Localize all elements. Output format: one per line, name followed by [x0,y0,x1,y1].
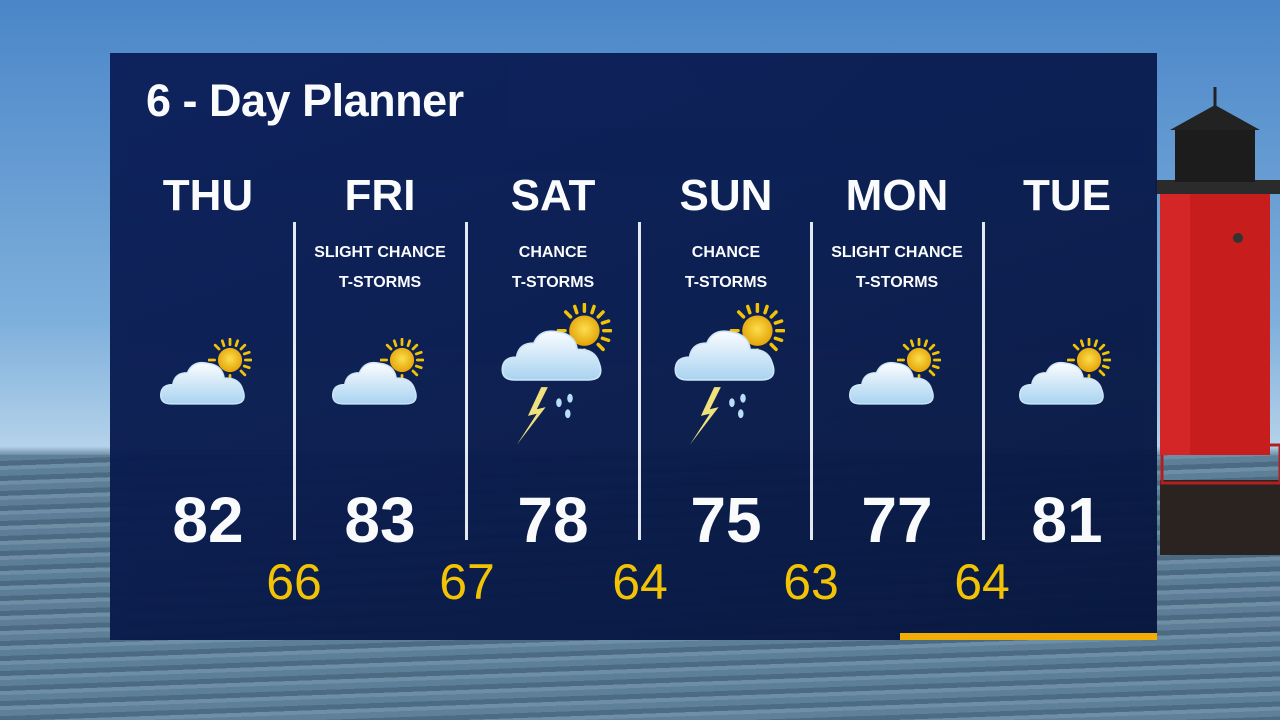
condition: SLIGHT CHANCE T-STORMS [811,238,983,298]
condition-line: T-STORMS [511,274,595,291]
day-name: FRI [344,171,416,220]
day-name: MON [845,171,949,220]
low-temp: 67 [439,554,495,610]
partly-cloudy-icon [1018,338,1111,405]
thunderstorm-icon [501,303,612,445]
column-divider [293,222,296,540]
high-temp: 78 [517,484,589,556]
accent-bar [900,633,1157,640]
condition-line: SLIGHT CHANCE [831,244,963,261]
forecast-panel: 6 - Day Planner THU 82 FRI SLIGHT CHANCE… [110,53,1157,640]
partly-cloudy-icon [331,338,424,405]
high-temp: 82 [172,484,244,556]
low-temp: 66 [266,554,322,610]
page-title: 6 - Day Planner [146,75,464,126]
day-name: SAT [510,171,596,220]
partly-cloudy-icon [848,338,941,405]
condition-line: T-STORMS [855,274,939,291]
high-temp: 75 [690,484,762,556]
column-divider [982,222,985,540]
day-name: THU [162,171,254,220]
condition: CHANCE T-STORMS [640,238,812,298]
condition: CHANCE T-STORMS [467,238,639,298]
column-divider [638,222,641,540]
day-name: SUN [679,171,773,220]
condition-line: CHANCE [691,244,761,261]
high-temp: 77 [861,484,933,556]
lighthouse-image [1155,87,1280,555]
high-temp: 81 [1031,484,1103,556]
condition-line: SLIGHT CHANCE [314,244,446,261]
day-name: TUE [1023,171,1111,220]
condition: SLIGHT CHANCE T-STORMS [294,238,466,298]
low-temp: 64 [954,554,1010,610]
thunderstorm-icon [674,303,785,445]
condition-line: CHANCE [518,244,588,261]
condition-line: T-STORMS [684,274,768,291]
partly-cloudy-icon [159,338,252,405]
low-temp: 63 [783,554,839,610]
condition-line: T-STORMS [338,274,422,291]
low-temp: 64 [612,554,668,610]
high-temp: 83 [344,484,416,556]
column-divider [810,222,813,540]
column-divider [465,222,468,540]
